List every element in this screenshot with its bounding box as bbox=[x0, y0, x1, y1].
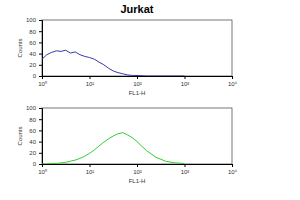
x-tick: 10² bbox=[133, 76, 142, 87]
y-tick: 0 bbox=[33, 161, 42, 167]
y-tick-mark bbox=[39, 65, 42, 66]
y-tick-mark bbox=[39, 130, 42, 131]
x-tick-label: 10¹ bbox=[86, 169, 95, 175]
x-tick-label: 10⁰ bbox=[38, 168, 47, 175]
y-tick-label: 0 bbox=[33, 161, 37, 167]
y-tick-mark bbox=[39, 164, 42, 165]
y-tick-label: 20 bbox=[29, 150, 36, 156]
y-tick: 20 bbox=[29, 150, 42, 156]
y-tick-label: 60 bbox=[29, 40, 36, 46]
x-tick: 10⁴ bbox=[228, 76, 238, 87]
y-tick-mark bbox=[39, 31, 42, 32]
x-tick-mark bbox=[232, 76, 233, 79]
y-tick-mark bbox=[39, 54, 42, 55]
y-tick-mark bbox=[39, 153, 42, 154]
y-axis-title: Counts bbox=[17, 38, 23, 57]
y-tick-mark bbox=[39, 20, 42, 21]
y-tick: 80 bbox=[29, 29, 42, 35]
y-tick-mark bbox=[39, 42, 42, 43]
x-tick: 10⁰ bbox=[38, 164, 47, 175]
y-tick-label: 40 bbox=[29, 139, 36, 145]
plot-frame bbox=[42, 108, 232, 164]
plot-area bbox=[42, 50, 185, 76]
y-tick: 60 bbox=[29, 128, 42, 134]
y-tick-label: 100 bbox=[26, 17, 37, 23]
x-axis-line bbox=[43, 77, 233, 80]
x-tick: 10⁴ bbox=[228, 164, 238, 175]
x-tick-mark bbox=[90, 164, 91, 167]
x-tick-mark bbox=[90, 76, 91, 79]
histogram-line bbox=[42, 50, 185, 76]
y-tick: 100 bbox=[26, 17, 42, 23]
x-tick-mark bbox=[137, 164, 138, 167]
y-tick-mark bbox=[39, 142, 42, 143]
y-tick: 100 bbox=[26, 105, 42, 111]
y-tick: 60 bbox=[29, 40, 42, 46]
x-tick-mark bbox=[185, 164, 186, 167]
y-axis: 0 20 40 60 80 100 bbox=[26, 105, 43, 167]
x-tick: 10² bbox=[133, 164, 142, 175]
x-tick-label: 10² bbox=[133, 81, 142, 87]
y-tick: 40 bbox=[29, 51, 42, 57]
plot-area bbox=[42, 133, 185, 164]
x-tick-label: 10⁰ bbox=[38, 80, 47, 87]
x-tick: 10³ bbox=[181, 164, 190, 175]
x-tick-mark bbox=[185, 76, 186, 79]
y-tick-mark bbox=[39, 108, 42, 109]
y-tick: 40 bbox=[29, 139, 42, 145]
y-axis-line bbox=[39, 21, 43, 77]
x-tick: 10⁰ bbox=[38, 76, 47, 87]
x-tick-mark bbox=[232, 164, 233, 167]
x-tick-label: 10⁴ bbox=[228, 169, 238, 175]
x-tick-label: 10¹ bbox=[86, 81, 95, 87]
x-tick-label: 10³ bbox=[181, 81, 190, 87]
y-tick-mark bbox=[39, 119, 42, 120]
x-tick: 10¹ bbox=[86, 164, 95, 175]
y-axis-title: Counts bbox=[17, 126, 23, 145]
y-tick: 20 bbox=[29, 62, 42, 68]
figure: Jurkat 10⁰ 10¹ 10² 10³ 10⁴ 0 20 40 60 80 100 FL1-H Co… bbox=[0, 0, 300, 200]
x-axis-title: FL1-H bbox=[129, 90, 146, 96]
x-axis-title: FL1-H bbox=[129, 178, 146, 184]
y-tick: 80 bbox=[29, 117, 42, 123]
y-tick-label: 20 bbox=[29, 62, 36, 68]
x-axis: 10⁰ 10¹ 10² 10³ 10⁴ bbox=[38, 164, 237, 175]
x-tick-label: 10³ bbox=[181, 169, 190, 175]
y-tick: 0 bbox=[33, 73, 42, 79]
y-axis: 0 20 40 60 80 100 bbox=[26, 17, 43, 79]
x-tick-label: 10⁴ bbox=[228, 81, 238, 87]
x-axis: 10⁰ 10¹ 10² 10³ 10⁴ bbox=[38, 76, 237, 87]
x-tick-label: 10² bbox=[133, 169, 142, 175]
x-tick-mark bbox=[137, 76, 138, 79]
y-tick-mark bbox=[39, 76, 42, 77]
x-axis-line bbox=[43, 165, 233, 168]
y-tick-label: 100 bbox=[26, 105, 37, 111]
title: Jurkat bbox=[120, 3, 153, 15]
y-tick-label: 0 bbox=[33, 73, 37, 79]
y-tick-label: 80 bbox=[29, 117, 36, 123]
y-axis-line bbox=[39, 109, 43, 165]
x-tick: 10³ bbox=[181, 76, 190, 87]
y-tick-label: 60 bbox=[29, 128, 36, 134]
histogram-line bbox=[42, 133, 185, 164]
x-tick: 10¹ bbox=[86, 76, 95, 87]
y-tick-label: 80 bbox=[29, 29, 36, 35]
y-tick-label: 40 bbox=[29, 51, 36, 57]
plot-frame bbox=[42, 20, 232, 76]
